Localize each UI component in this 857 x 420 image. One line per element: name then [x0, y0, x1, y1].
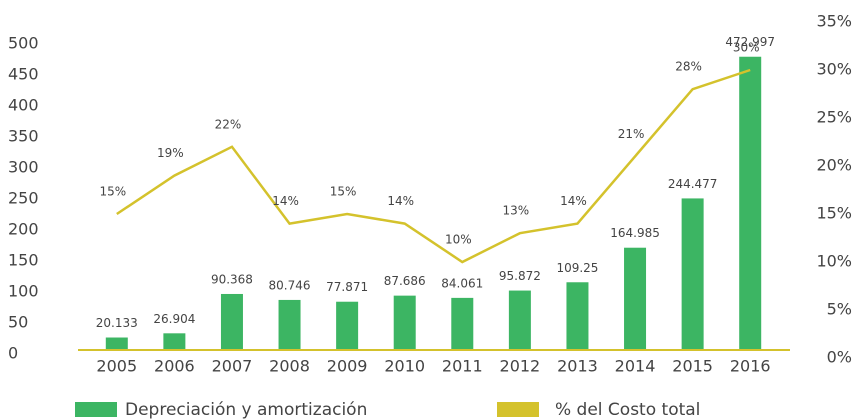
x-tick-label: 2015 [672, 357, 713, 376]
line-value-label: 28% [675, 60, 702, 74]
y-tick-label: 200 [8, 220, 39, 239]
bar [105, 337, 128, 350]
x-tick-label: 2016 [730, 357, 771, 376]
x-tick-label: 2012 [500, 357, 541, 376]
line-value-label: 21% [618, 127, 645, 141]
line [116, 68, 751, 264]
bar-value-label: 26.904 [153, 312, 195, 326]
line-value-label: 30% [733, 41, 760, 55]
y2-tick-label: 30% [816, 60, 852, 79]
line-value-label: 10% [445, 233, 472, 247]
y2-tick-label: 15% [816, 204, 852, 223]
legend-swatch [497, 402, 539, 417]
x-tick-label: 2008 [269, 357, 310, 376]
bar [566, 282, 589, 350]
x-tick-label: 2007 [212, 357, 253, 376]
y-tick-label: 350 [8, 127, 39, 146]
y-tick-label: 150 [8, 251, 39, 270]
bar-value-label: 164.985 [610, 226, 660, 240]
y2-tick-label: 5% [827, 300, 852, 319]
x-tick-label: 2005 [96, 357, 137, 376]
legend-label: Depreciación y amortización [125, 400, 367, 420]
bar [508, 290, 531, 350]
line-value-label: 15% [99, 185, 126, 199]
bar-value-label: 244.477 [668, 177, 718, 191]
line-value-label: 15% [330, 185, 357, 199]
x-tick-label: 2014 [615, 357, 656, 376]
y-tick-label: 500 [8, 34, 39, 53]
y-tick-label: 300 [8, 158, 39, 177]
y2-tick-label: 20% [816, 156, 852, 175]
x-tick-label: 2013 [557, 357, 598, 376]
bar-value-label: 472.997 [725, 35, 775, 49]
y2-tick-label: 35% [816, 12, 852, 31]
line-value-label: 14% [387, 194, 414, 208]
bar [336, 301, 359, 350]
line-value-label: 14% [560, 194, 587, 208]
legend-swatch [75, 402, 117, 417]
bar [739, 56, 762, 351]
y2-tick-label: 25% [816, 108, 852, 127]
y-tick-label: 50 [8, 313, 28, 332]
y-tick-label: 400 [8, 96, 39, 115]
y-tick-label: 100 [8, 282, 39, 301]
line-value-label: 14% [272, 194, 299, 208]
x-tick-label: 2009 [327, 357, 368, 376]
bar-value-label: 90.368 [211, 272, 253, 286]
line-value-label: 13% [503, 204, 530, 218]
y-tick-label: 0 [8, 344, 18, 363]
y-tick-label: 250 [8, 189, 39, 208]
bar-value-label: 95.872 [499, 269, 541, 283]
x-tick-label: 2010 [384, 357, 425, 376]
bar-value-label: 87.686 [384, 274, 426, 288]
y-tick-label: 450 [8, 65, 39, 84]
x-tick-label: 2011 [442, 357, 483, 376]
bar-value-label: 80.746 [269, 278, 311, 292]
line-value-label: 19% [157, 146, 184, 160]
bar [681, 198, 704, 350]
line-value-label: 22% [215, 117, 242, 131]
bar [624, 247, 647, 350]
x-tick-label: 2006 [154, 357, 195, 376]
bar [220, 293, 243, 350]
bar [163, 333, 186, 350]
bar-value-label: 77.871 [326, 280, 368, 294]
bar [393, 295, 416, 350]
bar-value-label: 84.061 [441, 276, 483, 290]
bar-value-label: 109.25 [556, 261, 598, 275]
bar [278, 299, 301, 350]
bar [451, 297, 474, 350]
legend-label: % del Costo total [555, 400, 700, 420]
y2-tick-label: 0% [827, 348, 852, 367]
bar-value-label: 20.133 [96, 316, 138, 330]
y2-tick-label: 10% [816, 252, 852, 271]
